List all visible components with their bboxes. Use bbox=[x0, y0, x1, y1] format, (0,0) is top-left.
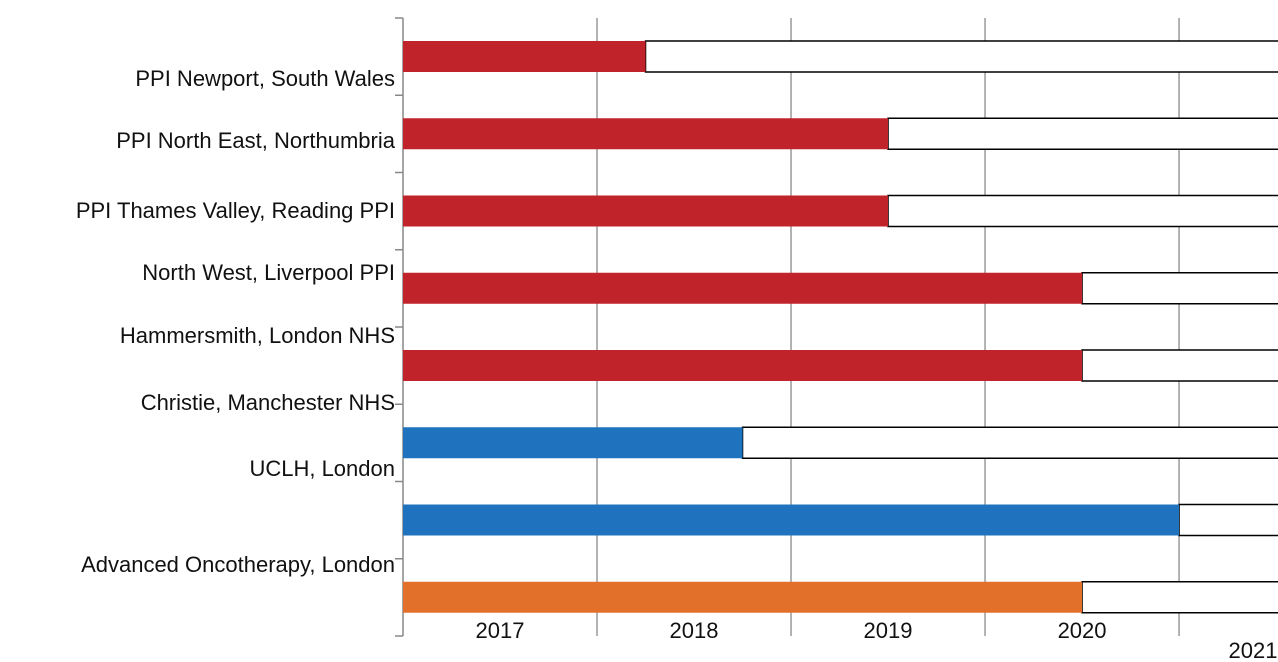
x-tick-label: 2020 bbox=[1058, 618, 1107, 643]
x-tick-label: 2018 bbox=[670, 618, 719, 643]
category-label: Christie, Manchester NHS bbox=[141, 390, 395, 415]
bar bbox=[403, 427, 743, 459]
bar-remainder bbox=[887, 117, 1278, 150]
x-tick-label: 2019 bbox=[864, 618, 913, 643]
bar bbox=[403, 195, 889, 227]
bar-remainder bbox=[1081, 581, 1278, 614]
bar-remainder bbox=[644, 40, 1278, 73]
category-label: UCLH, London bbox=[249, 456, 395, 481]
bar-remainder bbox=[1178, 503, 1278, 537]
category-label: Advanced Oncotherapy, London bbox=[81, 552, 395, 577]
x-tick-label: 2021 bbox=[1229, 638, 1278, 662]
category-label: PPI Newport, South Wales bbox=[135, 66, 395, 91]
category-label: Hammersmith, London NHS bbox=[120, 323, 395, 348]
bar bbox=[403, 504, 1180, 536]
category-label: PPI North East, Northumbria bbox=[116, 128, 396, 153]
bar-remainder bbox=[1081, 272, 1278, 305]
bar bbox=[403, 118, 889, 150]
bar-remainder bbox=[1081, 349, 1278, 382]
category-label: PPI Thames Valley, Reading PPI bbox=[76, 198, 395, 223]
bar-remainder bbox=[887, 194, 1278, 228]
bar bbox=[403, 41, 646, 72]
category-label: North West, Liverpool PPI bbox=[142, 260, 395, 285]
bar-remainder bbox=[741, 426, 1278, 459]
bar bbox=[403, 350, 1083, 381]
bar bbox=[403, 581, 1083, 613]
bar bbox=[403, 272, 1083, 304]
x-tick-label: 2017 bbox=[476, 618, 525, 643]
